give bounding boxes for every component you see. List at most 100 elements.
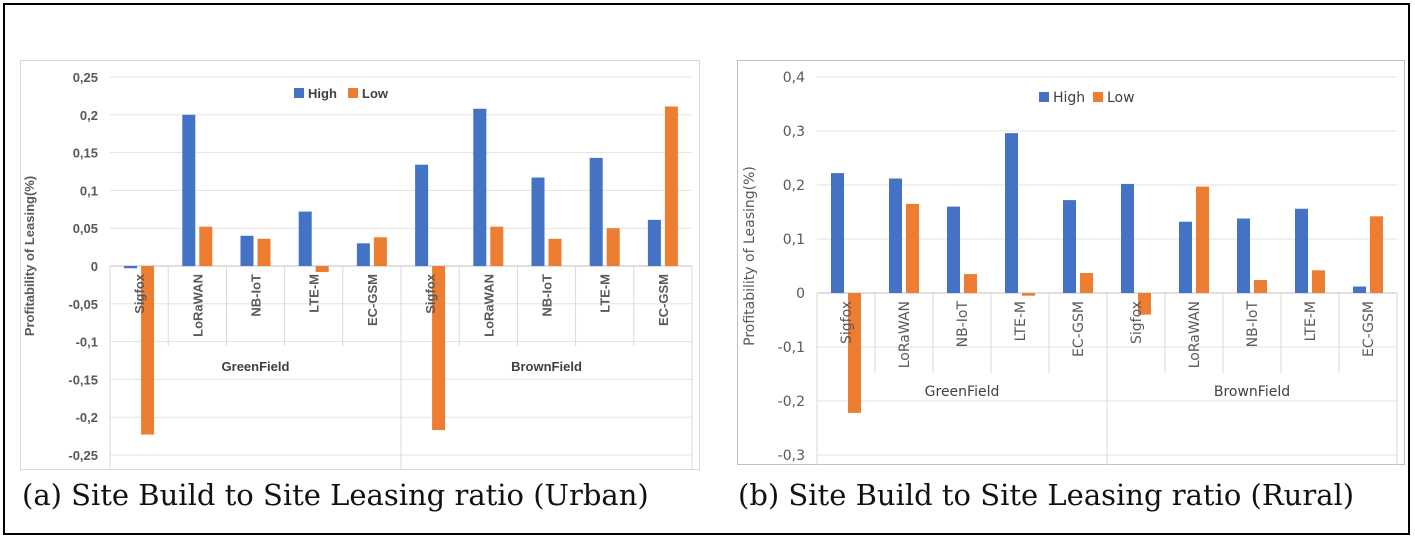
bar-high [124, 266, 138, 269]
bar-high [1179, 221, 1192, 293]
bar-high [415, 164, 429, 266]
bar-low [1196, 186, 1209, 293]
category-label: LTE-M [598, 274, 613, 313]
legend-label-high: High [308, 86, 337, 101]
bar-low [1022, 293, 1035, 296]
legend-swatch-low [348, 88, 358, 98]
chart-panel-rural: 0,4 0,3 0,2 0,1 0 -0,1 -0,2 -0,3 Profitability o… [737, 60, 1405, 465]
bar-low [199, 226, 213, 266]
bar-high [1237, 218, 1250, 293]
category-label: NB-IoT [540, 274, 555, 317]
bar-high [1121, 183, 1134, 293]
legend-label-low: Low [1107, 90, 1135, 106]
bar-high [1295, 208, 1308, 293]
category-label: EC-GSM [365, 274, 380, 326]
category-label: LoRaWAN [190, 274, 205, 337]
bar-high [473, 108, 487, 266]
legend-swatch-high [1039, 92, 1049, 102]
bar-low [373, 237, 387, 266]
y-axis-label: Profitability of Leasing(%) [22, 176, 37, 336]
y-tick-label: 0 [796, 286, 805, 302]
category-label: NB-IoT [955, 301, 971, 348]
bar-high [240, 235, 254, 266]
figure-frame [3, 3, 1410, 535]
y-tick-label: 0,1 [80, 183, 98, 198]
category-label: Sigfox [132, 273, 147, 313]
y-tick-label: -0,05 [68, 297, 98, 312]
category-label: LTE-M [1013, 301, 1029, 341]
y-tick-label: -0,3 [778, 448, 805, 464]
group-label: GreenField [222, 359, 290, 374]
bar-high [1063, 200, 1076, 293]
y-tick-label: 0,4 [783, 70, 805, 86]
category-label: NB-IoT [1245, 301, 1261, 348]
y-tick-label: 0,25 [73, 70, 98, 85]
bar-low [257, 238, 271, 266]
bar-low [1370, 216, 1383, 293]
category-label: Sigfox [1129, 301, 1145, 344]
bar-low [432, 266, 446, 431]
chart-area-border [20, 60, 700, 470]
category-label: EC-GSM [656, 274, 671, 326]
bar-low [848, 293, 861, 413]
group-label: GreenField [925, 384, 1000, 400]
bar-low [315, 266, 329, 273]
y-tick-label: 0,1 [783, 232, 805, 248]
bar-high [831, 173, 844, 293]
bar-high [589, 157, 603, 266]
y-tick-label: -0,1 [76, 335, 98, 350]
y-axis-label: Profitability of Leasing(%) [742, 166, 758, 346]
y-tick-label: -0,25 [68, 448, 98, 463]
bar-low [1312, 270, 1325, 293]
bar-low [606, 228, 620, 266]
y-tick-label: 0,15 [73, 146, 98, 161]
bar-high [1005, 133, 1018, 293]
bar-high [298, 211, 312, 266]
caption-rural: (b) Site Build to Site Leasing ratio (Ru… [738, 478, 1355, 512]
bar-high [889, 178, 902, 293]
bar-high [356, 243, 370, 266]
y-tick-label: 0,2 [783, 178, 805, 194]
chart-urban: 0,25 0,2 0,15 0,1 0,05 0 -0,05 -0,1 -0,15 -0,2 -0,… [20, 60, 700, 470]
y-tick-label: -0,2 [76, 410, 98, 425]
category-label: LoRaWAN [897, 301, 913, 368]
category-label: Sigfox [839, 301, 855, 344]
bar-low [1080, 273, 1093, 293]
category-label: LoRaWAN [481, 274, 496, 337]
group-label: BrownField [511, 359, 582, 374]
y-tick-label: 0,2 [80, 108, 98, 123]
bar-high [182, 114, 196, 266]
y-tick-label: -0,2 [778, 394, 805, 410]
category-label: NB-IoT [249, 274, 264, 317]
category-label: LoRaWAN [1187, 301, 1203, 368]
chart-rural: 0,4 0,3 0,2 0,1 0 -0,1 -0,2 -0,3 Profitability o… [737, 60, 1405, 465]
bar-low [906, 203, 919, 293]
legend-label-high: High [1053, 90, 1085, 106]
bar-low [1138, 293, 1151, 315]
category-label: LTE-M [1303, 301, 1319, 341]
category-label: EC-GSM [1361, 301, 1377, 357]
bar-low [964, 274, 977, 293]
chart-panel-urban: 0,25 0,2 0,15 0,1 0,05 0 -0,05 -0,1 -0,15 -0,2 -0,… [20, 60, 700, 470]
y-tick-label: -0,1 [778, 340, 805, 356]
y-tick-label: 0,3 [783, 124, 805, 140]
bar-low [548, 238, 562, 266]
category-label: Sigfox [423, 273, 438, 313]
group-label: BrownField [1214, 384, 1290, 400]
legend-swatch-high [294, 88, 304, 98]
bar-low [1254, 280, 1267, 293]
bar-high [531, 177, 545, 266]
y-tick-label: -0,15 [68, 372, 98, 387]
category-label: LTE-M [307, 274, 322, 313]
bar-low [664, 106, 678, 266]
bar-high [947, 206, 960, 293]
legend-swatch-low [1093, 92, 1103, 102]
category-label: EC-GSM [1071, 301, 1087, 357]
caption-urban: (a) Site Build to Site Leasing ratio (Ur… [22, 478, 649, 512]
legend-label-low: Low [362, 86, 389, 101]
bar-high [647, 219, 661, 266]
y-tick-label: 0,05 [73, 221, 98, 236]
y-tick-label: 0 [91, 259, 98, 274]
bar-low [490, 226, 504, 266]
bar-high [1353, 286, 1366, 293]
